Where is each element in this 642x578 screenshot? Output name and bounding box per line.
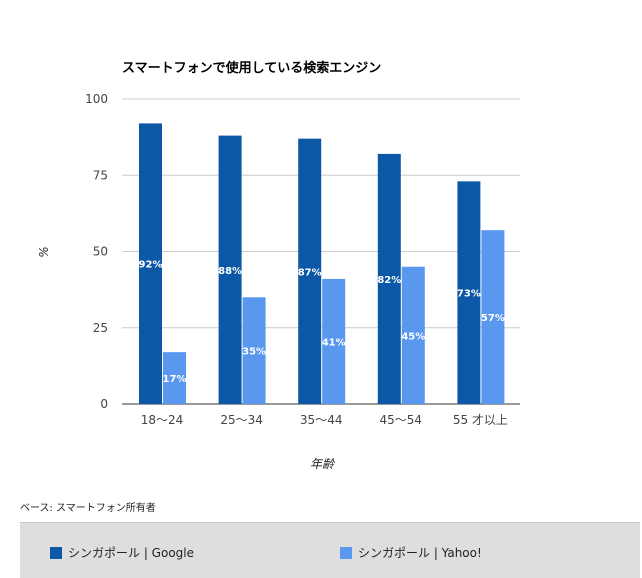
bar-data-label: 45% [401,331,425,342]
bar-data-label: 57% [481,313,505,324]
x-tick-label: 45〜54 [380,413,423,427]
bar-data-label: 41% [322,337,346,348]
bar-yahoo [401,266,425,404]
bar-data-label: 17% [163,374,187,385]
y-tick-label: 100 [85,92,108,106]
bar-yahoo [481,230,505,404]
y-tick-label: 75 [93,168,108,182]
y-tick-label: 0 [100,397,108,411]
y-tick-label: 50 [93,245,108,259]
bar-yahoo [242,297,266,404]
y-axis-ticks: 0 25 50 75 100 [85,92,108,411]
bar-yahoo [163,352,186,404]
bar-data-label: 87% [298,267,322,278]
bar-data-label: 73% [457,289,481,300]
bar-data-label: 35% [242,347,266,358]
chart-title: スマートフォンで使用している検索エンジン [122,60,381,76]
x-tick-label: 35〜44 [300,413,343,427]
bar-data-label: 88% [218,266,242,277]
legend-label-yahoo: シンガポール | Yahoo! [358,546,482,560]
y-axis-label: % [37,246,51,257]
x-axis-label: 年齢 [310,457,336,471]
bar-google [218,135,242,404]
legend-label-google: シンガポール | Google [68,546,194,560]
legend: シンガポール | Google シンガポール | Yahoo! [20,522,640,578]
legend-item-yahoo: シンガポール | Yahoo! [340,544,482,561]
legend-swatch-yahoo [340,546,352,559]
bar-yahoo [322,278,346,404]
bar-google [298,138,322,404]
legend-item-google: シンガポール | Google [50,544,194,561]
x-axis-ticks: 18〜24 25〜34 35〜44 45〜54 55 才以上 [141,413,508,427]
bar-google [139,123,162,405]
x-tick-label: 18〜24 [141,413,184,427]
base-note: ベース: スマートフォン所有者 [20,503,156,514]
bar-google [457,181,481,404]
bar-chart: スマートフォンで使用している検索エンジン 0 25 50 75 100 92% 17% 88… [37,60,520,471]
x-tick-label: 25〜34 [220,413,263,427]
y-tick-label: 25 [93,321,108,335]
bar-data-label: 82% [377,275,401,286]
legend-swatch-google [50,546,62,559]
x-tick-label: 55 才以上 [453,413,508,427]
bars: 92% 17% 88% 35% 87% 41% 82% 45% 73% 57% [139,123,505,405]
bar-data-label: 92% [139,260,163,271]
bar-google [377,153,401,404]
